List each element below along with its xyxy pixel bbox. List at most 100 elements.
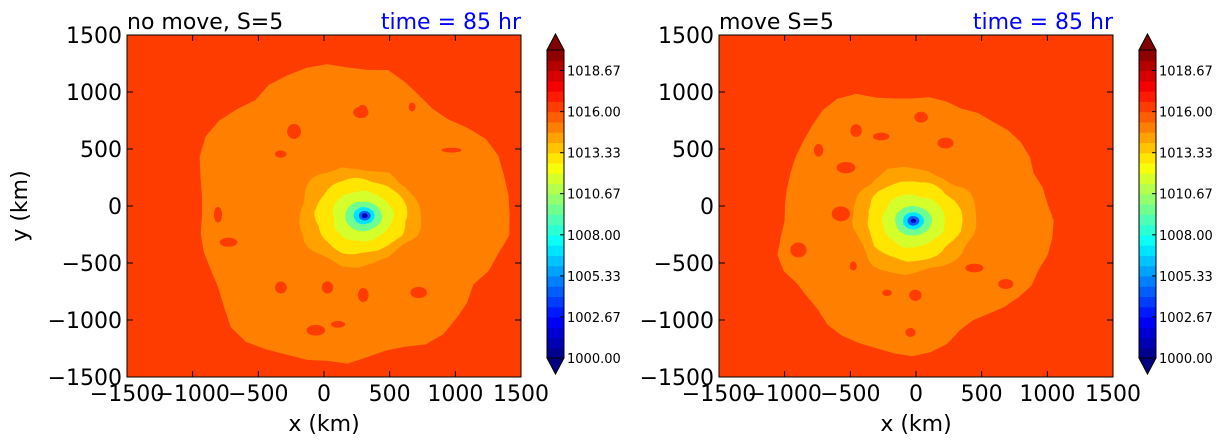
pressure-patch: [441, 147, 462, 153]
colorbar-tick-label: 1018.67: [1159, 64, 1213, 79]
colorbar-band: [1139, 316, 1156, 328]
y-tick-label: 0: [108, 195, 122, 220]
x-axis-label: x (km): [288, 412, 359, 437]
colorbar-frame: [1138, 49, 1157, 359]
colorbar-band: [1139, 245, 1156, 256]
colorbar-band: [547, 91, 564, 102]
colorbar-band: [1139, 70, 1156, 82]
colorbar-band: [547, 183, 564, 195]
x-tick-label: −500: [228, 382, 288, 407]
pressure-patch: [905, 327, 916, 337]
colorbar-band: [547, 234, 564, 246]
colorbar-tick-label: 1005.33: [1159, 270, 1213, 285]
x-tick-label: −1000: [747, 382, 821, 407]
colorbar-band: [1139, 286, 1156, 297]
colorbar-tick-label: 1008.00: [567, 229, 621, 244]
colorbar-band: [547, 306, 564, 318]
colorbar: 1018.67 1016.00 1013.33 1010.67 1008.00 1005.…: [1138, 32, 1213, 376]
colorbar-band: [547, 245, 564, 256]
colorbar-band: [1139, 101, 1156, 113]
colorbar-band: [547, 132, 564, 143]
y-tick-label: −500: [62, 252, 122, 277]
colorbar-tick-label: 1002.67: [567, 311, 621, 326]
chart-panel-1: −1500−1000−500 0 500 1000 1500150010005000−5…: [8, 10, 621, 437]
pressure-patch: [914, 111, 928, 123]
y-tick-label: −1000: [640, 309, 714, 334]
colorbar-extend-max: [546, 32, 565, 51]
colorbar-band: [1139, 152, 1156, 164]
y-tick-label: −1000: [48, 309, 122, 334]
x-tick-label: 500: [961, 382, 1003, 407]
colorbar-extend-max: [1138, 32, 1157, 51]
pressure-patch: [357, 288, 369, 303]
x-tick-label: −500: [820, 382, 880, 407]
y-tick-label: −500: [654, 252, 714, 277]
colorbar-tick-label: 1000.00: [1159, 352, 1213, 367]
colorbar-band: [547, 101, 564, 113]
colorbar-band: [1139, 337, 1156, 349]
colorbar-band: [1139, 183, 1156, 195]
y-tick-label: 1500: [66, 24, 122, 49]
colorbar-extend-min: [546, 357, 565, 376]
colorbar-band: [547, 337, 564, 349]
colorbar-band: [1139, 80, 1156, 92]
pressure-patch: [872, 132, 890, 141]
colorbar-band: [1139, 132, 1156, 143]
colorbar-band: [547, 347, 564, 359]
colorbar-band: [547, 50, 564, 61]
pressure-patch: [849, 261, 857, 271]
pressure-patch: [813, 143, 824, 157]
pressure-patch: [790, 242, 807, 258]
colorbar-tick-label: 1002.67: [1159, 311, 1213, 326]
time-label: time = 85 hr: [973, 10, 1114, 35]
colorbar-band: [1139, 255, 1156, 267]
colorbar-band: [547, 275, 564, 287]
colorbar-band: [1139, 121, 1156, 133]
colorbar-band: [547, 327, 564, 339]
x-tick-label: −1500: [682, 382, 756, 407]
colorbar-band: [547, 70, 564, 82]
x-tick-label: 500: [369, 382, 411, 407]
colorbar-tick-label: 1013.33: [1159, 147, 1213, 162]
colorbar-band: [1139, 265, 1156, 277]
pressure-patch: [836, 162, 856, 174]
colorbar-band: [547, 265, 564, 277]
pressure-patch: [306, 324, 326, 336]
colorbar-tick-label: 1016.00: [567, 106, 621, 121]
colorbar-band: [1139, 347, 1156, 359]
pressure-band-8: [361, 213, 368, 218]
colorbar-band: [1139, 142, 1156, 154]
pressure-patch: [353, 106, 369, 119]
time-label: time = 85 hr: [381, 10, 522, 35]
y-tick-label: 500: [80, 138, 122, 163]
x-tick-label: −1000: [155, 382, 229, 407]
y-tick-label: 0: [700, 195, 714, 220]
colorbar-band: [1139, 111, 1156, 123]
colorbar-band: [1139, 60, 1156, 72]
colorbar-band: [1139, 327, 1156, 339]
chart-panel-2: −1500−1000−500 0 500 1000 1500150010005000−5…: [640, 10, 1213, 437]
colorbar-band: [547, 121, 564, 133]
colorbar-band: [547, 111, 564, 123]
colorbar-band: [547, 255, 564, 267]
colorbar-band: [547, 152, 564, 164]
pressure-patch: [882, 289, 892, 297]
colorbar-band: [547, 193, 564, 205]
y-tick-label: 500: [672, 138, 714, 163]
colorbar: 1018.67 1016.00 1013.33 1010.67 1008.00 1005.…: [546, 32, 621, 376]
colorbar-band: [1139, 91, 1156, 102]
colorbar-band: [1139, 306, 1156, 318]
colorbar-tick-label: 1010.67: [1159, 188, 1213, 203]
x-tick-label: 1000: [1019, 382, 1075, 407]
colorbar-band: [1139, 296, 1156, 308]
pressure-patch: [850, 124, 862, 137]
plot-area: [719, 35, 1113, 377]
colorbar-band: [547, 173, 564, 185]
pressure-band-8: [910, 218, 916, 223]
x-axis-label: x (km): [880, 412, 951, 437]
colorbar-tick-label: 1008.00: [1159, 229, 1213, 244]
x-tick-label: 0: [909, 382, 923, 407]
colorbar-band: [547, 80, 564, 92]
pressure-patch: [274, 281, 287, 294]
